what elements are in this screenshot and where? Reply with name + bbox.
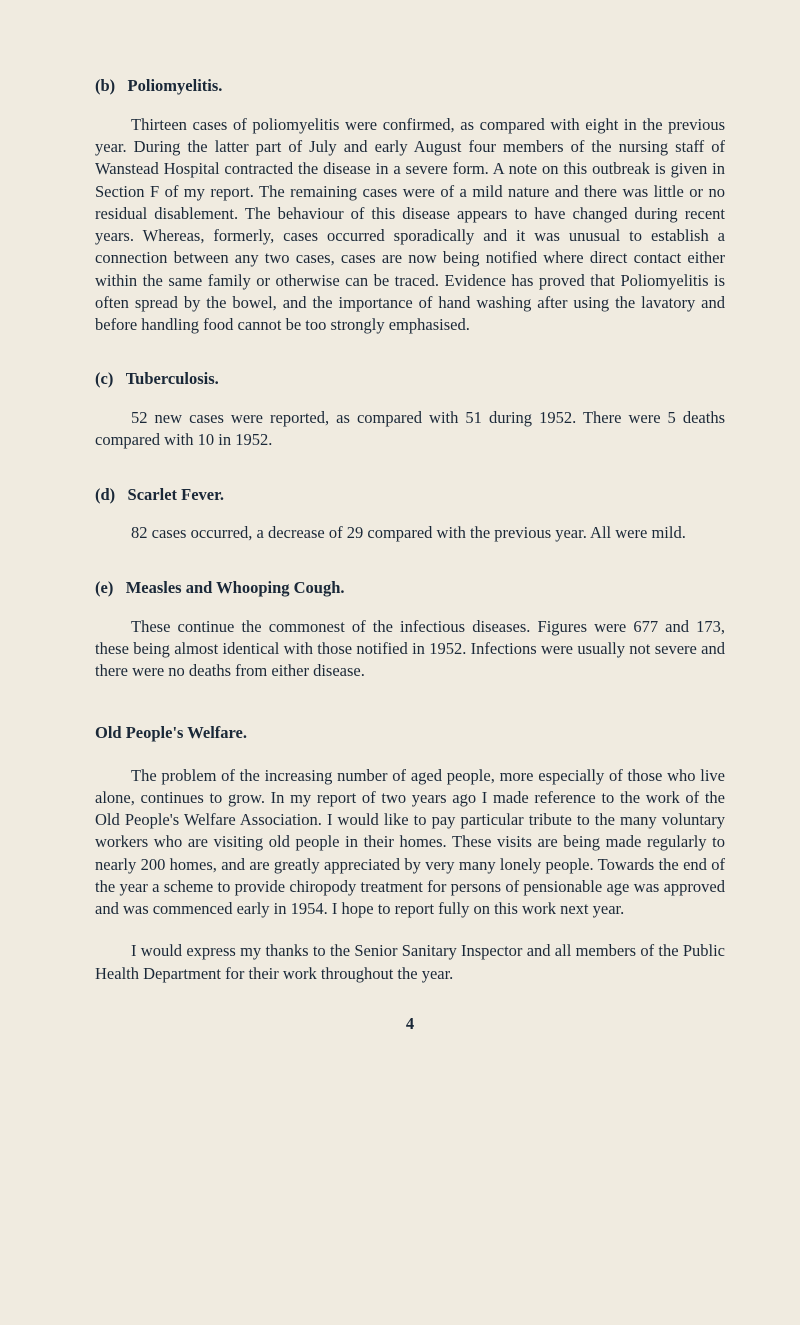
document-page: (b) Poliomyelitis. Thirteen cases of pol… (0, 0, 800, 1065)
welfare-body-2: I would express my thanks to the Senior … (95, 940, 725, 985)
section-body-b: Thirteen cases of poliomyelitis were con… (95, 114, 725, 337)
section-heading-b: (b) Poliomyelitis. (95, 75, 725, 97)
welfare-body-1: The problem of the increasing number of … (95, 765, 725, 921)
section-body-e: These continue the commonest of the infe… (95, 616, 725, 683)
section-body-c: 52 new cases were reported, as compared … (95, 407, 725, 452)
section-heading-d: (d) Scarlet Fever. (95, 484, 725, 506)
section-heading-c: (c) Tuberculosis. (95, 368, 725, 390)
page-number: 4 (95, 1013, 725, 1035)
section-body-d: 82 cases occurred, a decrease of 29 comp… (95, 522, 725, 544)
major-heading-old-peoples-welfare: Old People's Welfare. (95, 722, 725, 744)
section-heading-e: (e) Measles and Whooping Cough. (95, 577, 725, 599)
